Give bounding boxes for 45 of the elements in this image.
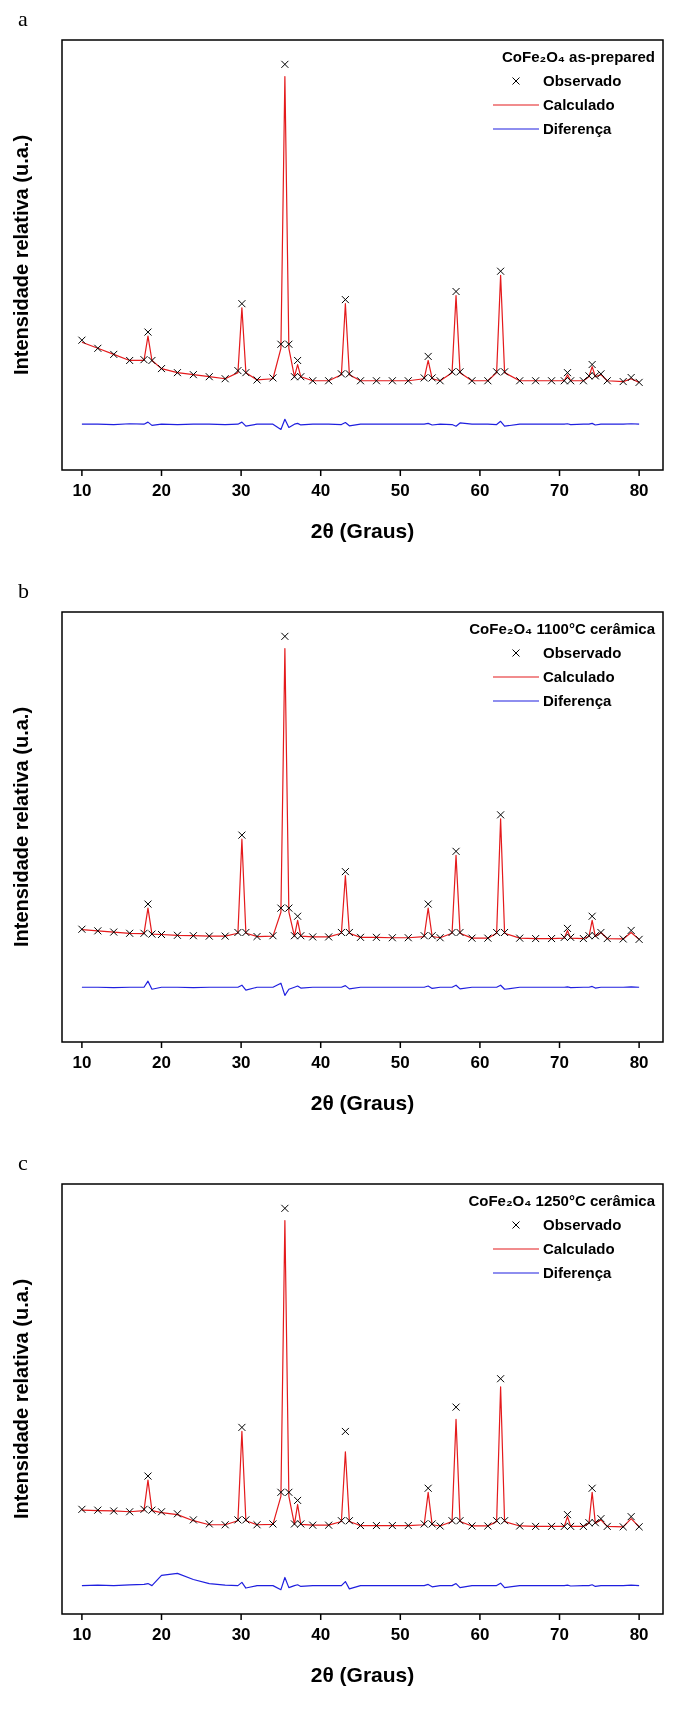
x-axis-title: 2θ (Graus) (310, 1663, 415, 1686)
x-tick-label: 60 (470, 1625, 490, 1644)
y-axis-title: Intensidade relativa (u.a.) (10, 1278, 32, 1520)
x-tick-label: 80 (629, 1053, 649, 1072)
x-tick-label: 20 (152, 1625, 171, 1644)
x-tick-label: 80 (629, 481, 649, 500)
chart-title: c (18, 1150, 28, 1175)
chart-title: a (18, 6, 28, 31)
legend-title: CoFe₂O₄ 1100°C cerâmica (469, 620, 656, 637)
x-tick-label: 50 (390, 1053, 410, 1072)
x-tick-label: 30 (231, 1625, 251, 1644)
x-tick-label: 70 (550, 481, 569, 500)
x-axis-title: 2θ (Graus) (310, 519, 415, 542)
x-tick-label: 80 (629, 1625, 649, 1644)
x-tick-label: 40 (311, 1625, 331, 1644)
x-tick-label: 30 (231, 481, 251, 500)
legend-title: CoFe₂O₄ 1250°C cerâmica (468, 1192, 656, 1209)
x-tick-label: 20 (152, 481, 171, 500)
legend-label: Diferença (543, 1264, 613, 1281)
y-axis-title: Intensidade relativa (u.a.) (10, 706, 32, 948)
legend-label: Calculado (543, 96, 615, 113)
legend-label: Observado (543, 1216, 622, 1233)
chart-title: b (18, 578, 29, 603)
x-tick-label: 20 (152, 1053, 171, 1072)
x-tick-label: 50 (390, 1625, 410, 1644)
legend-label: Observado (543, 644, 622, 661)
x-axis-title: 2θ (Graus) (310, 1091, 415, 1114)
legend-label: Calculado (543, 668, 615, 685)
x-tick-label: 30 (231, 1053, 251, 1072)
legend-label: Calculado (543, 1240, 615, 1257)
x-tick-label: 70 (550, 1625, 569, 1644)
x-tick-label: 10 (72, 1053, 92, 1072)
x-tick-label: 50 (390, 481, 410, 500)
x-tick-label: 10 (72, 481, 92, 500)
y-axis-title: Intensidade relativa (u.a.) (10, 134, 32, 376)
x-tick-label: 60 (470, 1053, 490, 1072)
legend-title: CoFe₂O₄ as-prepared (501, 48, 655, 65)
x-tick-label: 40 (311, 1053, 331, 1072)
x-tick-label: 60 (470, 481, 490, 500)
legend-label: Diferença (543, 692, 613, 709)
legend-label: Observado (543, 72, 622, 89)
x-tick-label: 70 (550, 1053, 569, 1072)
legend-label: Diferença (543, 120, 613, 137)
x-tick-label: 10 (72, 1625, 92, 1644)
x-tick-label: 40 (311, 481, 331, 500)
